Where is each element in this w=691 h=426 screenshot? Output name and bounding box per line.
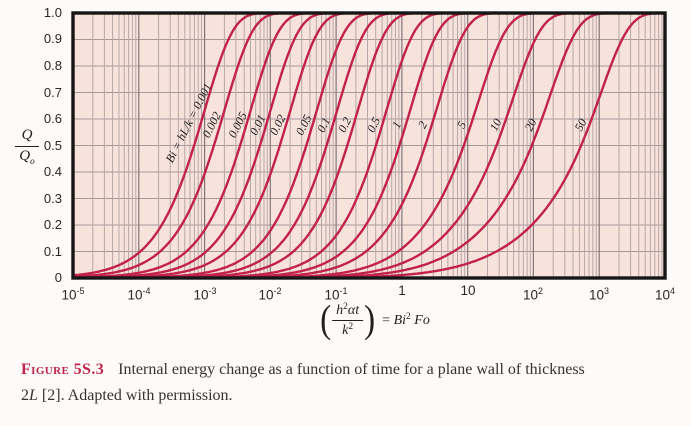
- x-tick-1: 1: [398, 283, 406, 298]
- x-tick-10e-3: 10-3: [193, 286, 217, 303]
- close-paren: ): [364, 298, 376, 342]
- curve-bi-20: [73, 13, 665, 278]
- x-title-fraction: h2αt k2: [332, 301, 364, 340]
- chart-plot-area: [71, 11, 667, 280]
- caption-text-line1: Internal energy change as a function of …: [118, 361, 585, 378]
- curve-bi-0.001: [73, 13, 665, 277]
- plot-frame: [71, 11, 667, 280]
- x-tick-10e-5: 10-5: [61, 286, 85, 303]
- curve-bi-0.002: [73, 13, 665, 278]
- open-paren: (: [320, 298, 332, 342]
- figure-caption: Figure 5S.3 Internal energy change as a f…: [21, 357, 681, 409]
- y-tick-0.6: 0.6: [43, 111, 62, 126]
- curve-bi-0.01: [73, 13, 665, 278]
- y-tick-0.9: 0.9: [43, 31, 62, 46]
- x-tick-10: 10: [460, 283, 476, 298]
- y-axis-title-numerator: Q: [14, 126, 40, 147]
- x-title-rhs: = Bi2 Fo: [382, 312, 430, 329]
- y-tick-0: 0: [54, 270, 62, 285]
- x-tick-10e-1: 10-1: [324, 286, 348, 303]
- caption-text-line2: 2L [2]. Adapted with permission.: [21, 386, 233, 404]
- y-tick-0.3: 0.3: [43, 191, 62, 206]
- y-tick-0.5: 0.5: [43, 138, 62, 153]
- curve-bi-5: [73, 13, 665, 278]
- x-tick-10e-4: 10-4: [127, 286, 151, 303]
- y-tick-0.1: 0.1: [43, 244, 62, 259]
- curve-bi-0.02: [73, 13, 665, 278]
- y-tick-0.8: 0.8: [43, 58, 62, 73]
- x-tick-10e2: 102: [522, 286, 544, 303]
- y-tick-0.4: 0.4: [43, 164, 62, 179]
- curve-bi-0.005: [73, 13, 665, 278]
- x-tick-10e-2: 10-2: [258, 286, 282, 303]
- x-axis-title: (h2αt k2) = Bi2 Fo: [320, 298, 430, 342]
- caption-label: Figure 5S.3: [21, 361, 105, 378]
- y-tick-0.7: 0.7: [43, 85, 62, 100]
- x-tick-10e3: 103: [588, 286, 610, 303]
- y-axis-title-denominator: Qo: [19, 147, 35, 167]
- curve-bi-2: [73, 13, 665, 278]
- y-tick-1.0: 1.0: [43, 5, 62, 20]
- x-tick-10e4: 104: [654, 286, 676, 303]
- y-tick-0.2: 0.2: [43, 217, 62, 232]
- y-axis-title: Q Qo: [9, 126, 45, 169]
